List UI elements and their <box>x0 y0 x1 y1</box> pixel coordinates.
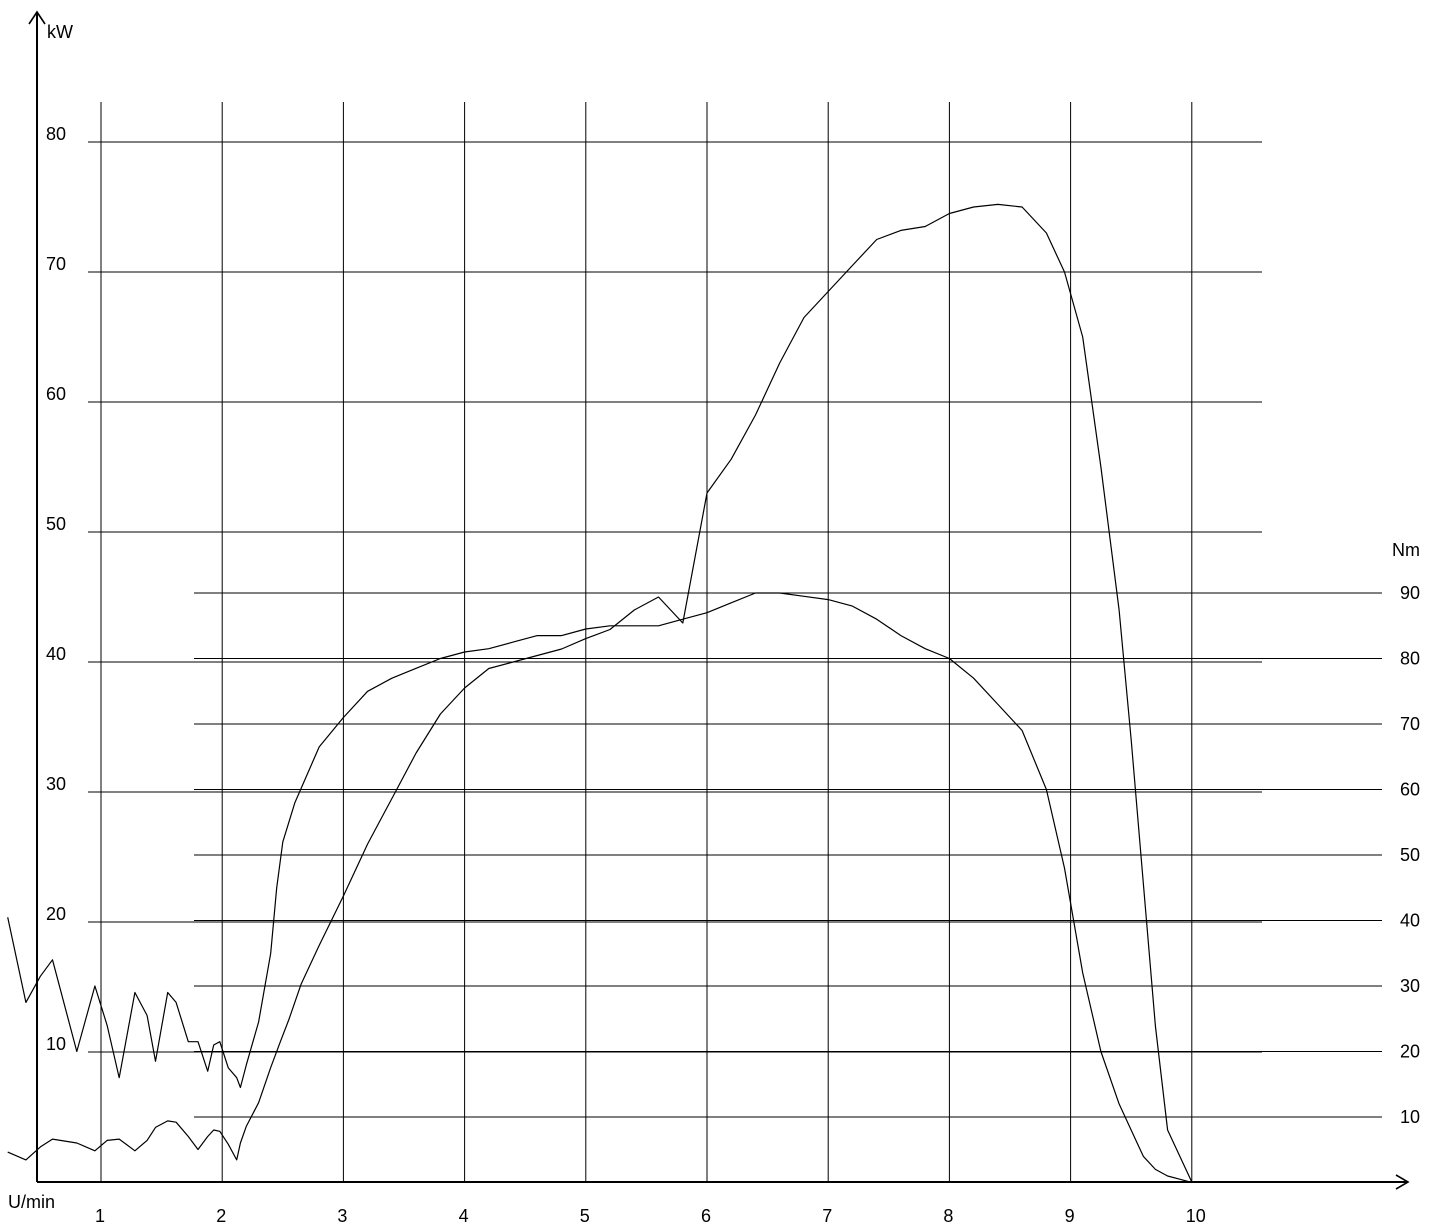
y-left-tick-label: 10 <box>46 1034 66 1054</box>
y-left-tick-label: 30 <box>46 774 66 794</box>
tick-labels: 1 2 3 4 5 6 7 8 9 10 10 20 30 40 50 60 70 80 10 20 30 40 50 60 7… <box>46 124 1420 1226</box>
axes: kW Nm U/min <box>8 10 1420 1212</box>
y-axis-left-label: kW <box>47 22 73 42</box>
x-tick-label: 4 <box>459 1206 469 1226</box>
x-tick-label: 6 <box>701 1206 711 1226</box>
x-axis-label: U/min <box>8 1192 55 1212</box>
y-left-tick-label: 50 <box>46 514 66 534</box>
x-tick-label: 8 <box>943 1206 953 1226</box>
y-right-tick-label: 30 <box>1400 976 1420 996</box>
x-tick-label: 10 <box>1186 1206 1206 1226</box>
curves <box>7 203 1193 1184</box>
x-tick-label: 2 <box>216 1206 226 1226</box>
y-left-tick-label: 80 <box>46 124 66 144</box>
grid <box>88 102 1382 1182</box>
x-tick-label: 7 <box>822 1206 832 1226</box>
y-axis-right-label: Nm <box>1392 540 1420 560</box>
x-tick-label: 3 <box>337 1206 347 1226</box>
power-curve-kw <box>7 203 1193 1183</box>
y-left-tick-label: 40 <box>46 644 66 664</box>
x-tick-label: 1 <box>95 1206 105 1226</box>
y-right-tick-label: 20 <box>1400 1042 1420 1062</box>
y-right-tick-label: 40 <box>1400 911 1420 931</box>
x-tick-label: 9 <box>1065 1206 1075 1226</box>
y-right-tick-label: 50 <box>1400 845 1420 865</box>
y-right-tick-label: 60 <box>1400 780 1420 800</box>
y-right-tick-label: 80 <box>1400 649 1420 669</box>
y-left-tick-label: 70 <box>46 254 66 274</box>
y-left-tick-label: 60 <box>46 384 66 404</box>
x-axis-arrowhead <box>1395 1174 1410 1190</box>
torque-curve-nm <box>7 592 1192 1184</box>
y-axis-arrowhead <box>28 10 46 25</box>
x-tick-label: 5 <box>580 1206 590 1226</box>
y-right-tick-label: 90 <box>1400 583 1420 603</box>
y-left-tick-label: 20 <box>46 904 66 924</box>
y-right-tick-label: 70 <box>1400 714 1420 734</box>
y-right-tick-label: 10 <box>1400 1107 1420 1127</box>
